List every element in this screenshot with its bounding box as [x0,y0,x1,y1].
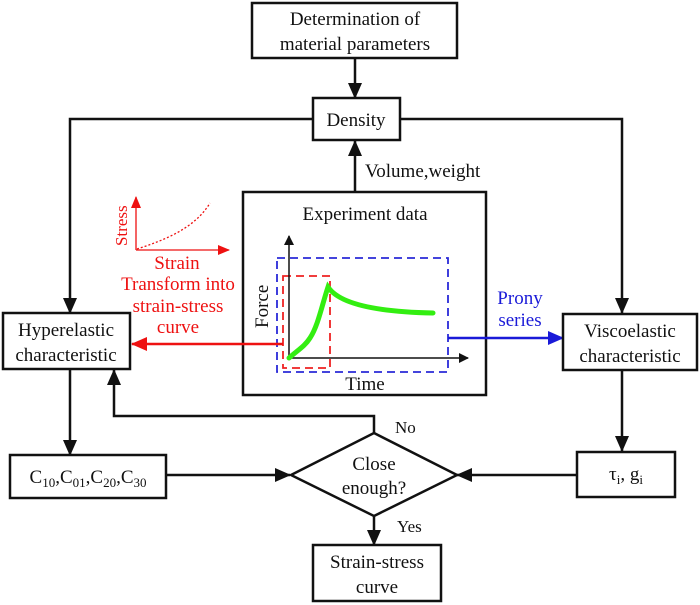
viscoelastic-box [561,312,699,372]
c-params-label: C10,C01,C20,C30 [30,467,147,490]
determination-line2: material parameters [280,34,430,55]
density-box [311,96,402,142]
force-curve [286,281,436,361]
result-box [311,543,443,603]
result-line2: curve [356,577,398,598]
experiment-label: Experiment data [302,204,428,225]
arrow-density-hyperelastic [63,117,313,314]
transform-line3: curve [157,317,199,338]
hyperelastic-box [1,311,132,371]
decision-diamond [288,431,460,518]
yes-label: Yes [397,517,422,536]
time-label: Time [345,374,384,395]
c-params-box [8,453,168,500]
density-label: Density [326,110,386,131]
prony-line2: series [498,310,541,331]
viscoelastic-region [276,257,449,373]
decision-line2: enough? [342,478,406,499]
no-label: No [395,418,416,437]
tau-g-box [575,450,677,499]
determination-line1: Determination of [290,9,421,30]
inset-strain-label: Strain [154,253,200,274]
prony-line1: Prony [497,288,543,309]
hyperelastic-line2: characteristic [15,345,116,366]
arrow-density-viscoelastic [400,117,629,314]
force-label: Force [252,285,273,328]
transform-line2: strain-stress [133,296,224,317]
viscoelastic-line2: characteristic [579,346,680,367]
tau-g-label: τi, gi [609,464,643,487]
determination-box [250,1,459,60]
hyperelastic-line1: Hyperelastic [18,320,114,341]
experiment-box [241,190,488,397]
decision-line1: Close [352,454,395,475]
hyperelastic-region [282,275,331,369]
result-line1: Strain-stress [330,552,424,573]
inset-stress-label: Stress [112,205,131,246]
viscoelastic-line1: Viscoelastic [584,321,676,342]
arrow-no-loop [107,369,376,433]
transform-line1: Transform into [121,274,235,295]
inset-curve [136,202,211,250]
volume-weight-label: Volume,weight [365,161,481,182]
